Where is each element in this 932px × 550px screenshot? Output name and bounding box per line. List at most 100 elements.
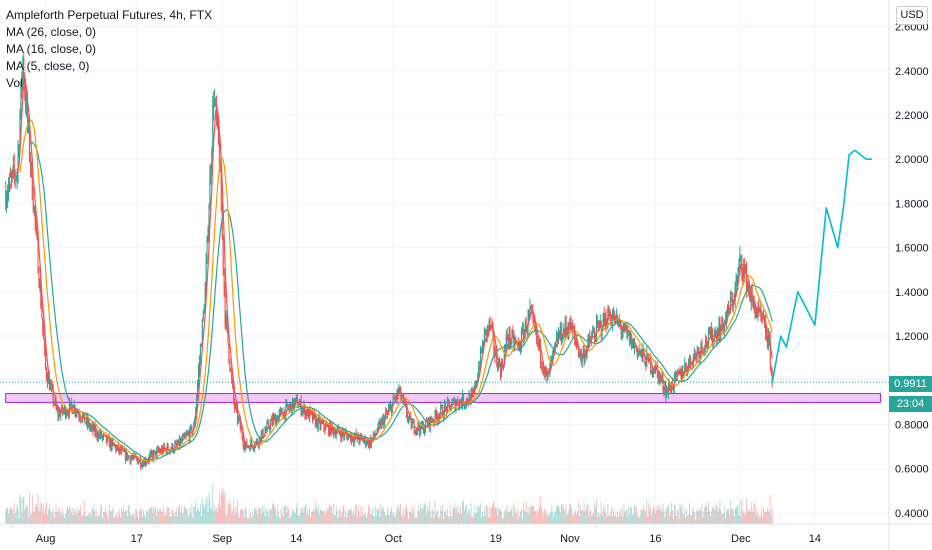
volume-bar [651,514,653,524]
candle-body [151,451,153,454]
candle-body [305,411,307,417]
symbol-title[interactable]: Ampleforth Perpetual Futures, 4h, FTX [6,8,213,22]
volume-bar [48,504,50,524]
volume-bar [283,506,285,524]
candle-body [87,421,89,425]
candle-body [747,285,749,288]
candle-body [533,316,535,323]
candle-body [734,288,736,302]
volume-bar [162,506,164,524]
candle-body [106,437,108,442]
volume-bar [168,507,170,524]
candle-body [769,339,771,366]
volume-bar [230,505,232,524]
candle-body [337,427,339,430]
volume-bar [227,503,229,524]
volume-bar [431,508,433,524]
price-tick-label: 1.4000 [895,287,929,299]
volume-bar [39,511,41,524]
volume-bar [585,508,587,524]
volume-bar [192,517,194,524]
volume-bar [30,513,32,524]
volume-bar [713,509,715,524]
volume-bar [401,514,403,524]
candle-body [401,398,403,400]
volume-bar [500,511,502,524]
candle-body [406,405,408,416]
volume-bar [628,506,630,524]
legend-ma16[interactable]: MA (16, close, 0) [6,42,97,56]
volume-bar [573,514,575,524]
candle-body [541,364,543,371]
volume-bar [181,513,183,524]
volume-bar [176,507,178,524]
volume-bar [510,510,512,524]
volume-bar [721,514,723,524]
volume-bar [478,507,480,524]
candle-body [61,405,63,413]
volume-bar [724,505,726,524]
candle-body [247,446,249,448]
volume-bar [137,515,139,524]
candle-body [265,429,267,432]
volume-bar [202,503,204,524]
volume-bar [313,509,315,524]
volume-bar [750,502,752,524]
candle-body [46,368,48,378]
candle-body [269,427,271,430]
candle-body [770,365,772,370]
volume-bar [52,507,54,524]
candle-body [231,370,233,380]
candle-body [116,447,118,451]
volume-bar [480,502,482,524]
candle-body [115,446,117,451]
candle-body [79,416,81,419]
candle-body [596,321,598,324]
volume-bar [633,514,635,524]
candle-body [198,361,200,370]
candle-body [568,328,570,335]
volume-bar [66,506,68,524]
volume-bar [531,506,533,524]
candle-body [693,352,695,357]
volume-bar [42,510,44,524]
volume-bar [338,510,340,524]
candle-body [52,388,54,403]
candle-body [215,99,217,102]
volume-bar [574,512,576,524]
volume-bar [444,509,446,524]
volume-bar [131,515,133,524]
volume-bar [53,517,55,524]
candle-body [575,337,577,342]
volume-bar [368,504,370,524]
candle-body [318,418,320,420]
volume-bar [318,514,320,524]
candle-body [498,360,500,371]
volume-bar [182,513,184,524]
candle-body [76,411,78,413]
candle-body [559,325,561,337]
volume-bar [187,513,189,524]
volume-bar [321,510,323,524]
volume-bar [692,507,694,524]
currency-button[interactable]: USD [896,6,928,25]
volume-bar [167,507,169,524]
candle-body [162,445,164,453]
volume-bar [90,515,92,524]
legend-vol[interactable]: Vol [6,76,23,90]
indicator-legend: Ampleforth Perpetual Futures, 4h, FTX MA… [6,7,212,92]
volume-bar [188,516,190,524]
candle-body [97,436,99,439]
volume-bar [295,506,297,524]
candle-body [424,429,426,433]
volume-bar [304,507,306,524]
candle-body [478,367,480,378]
volume-bar [426,507,428,524]
legend-ma5[interactable]: MA (5, close, 0) [6,59,90,73]
volume-bar [97,516,99,524]
volume-bar [450,516,452,524]
volume-bar [479,506,481,524]
legend-ma26[interactable]: MA (26, close, 0) [6,25,97,39]
volume-bar [267,511,269,524]
